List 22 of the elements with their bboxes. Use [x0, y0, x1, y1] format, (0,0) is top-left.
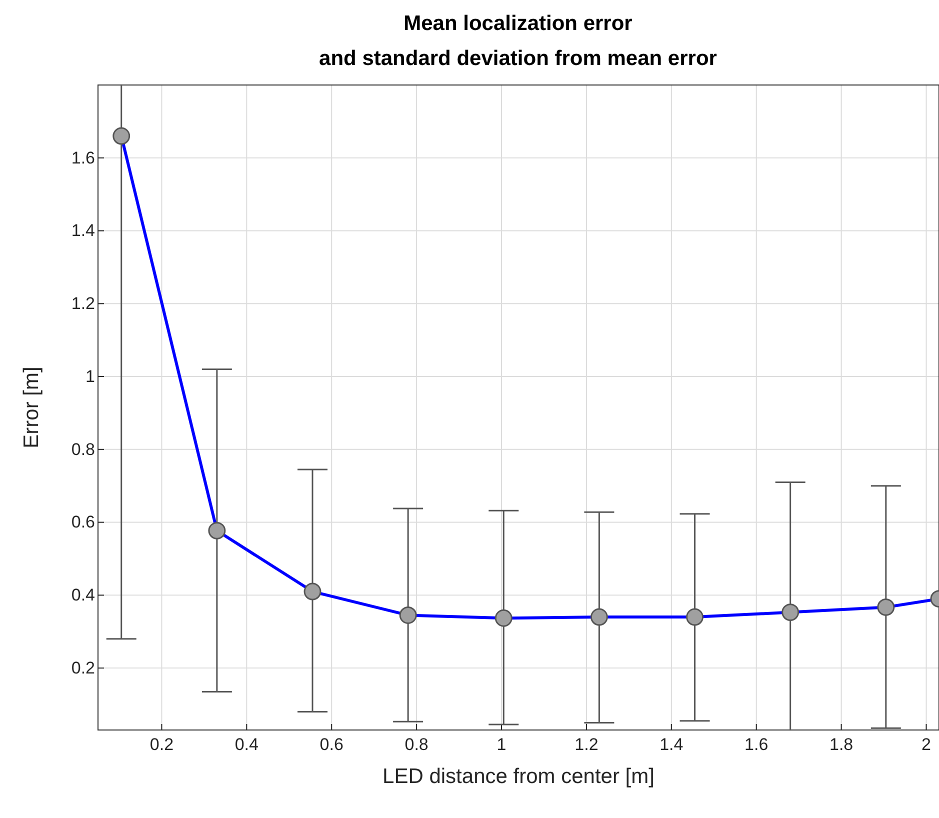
- x-tick-label: 0.8: [404, 735, 428, 754]
- x-axis-title: LED distance from center [m]: [382, 765, 654, 788]
- y-axis-title: Error [m]: [20, 366, 43, 448]
- x-tick-label: 1.2: [574, 735, 598, 754]
- y-tick-label: 1.6: [71, 148, 95, 168]
- x-tick-label: 1: [496, 735, 506, 754]
- x-tick-label: 0.4: [234, 735, 258, 754]
- y-tick-label: 0.2: [71, 658, 95, 678]
- x-tick-label: 0.2: [150, 735, 174, 754]
- chart-subtitle: and standard deviation from mean error: [319, 47, 717, 70]
- chart-title: Mean localization error: [404, 12, 632, 35]
- y-tick-label: 0.4: [71, 586, 95, 605]
- x-tick-label: 1.8: [829, 735, 854, 754]
- x-tick-label: 1.6: [744, 735, 768, 754]
- y-tick-label: 1: [86, 366, 95, 386]
- x-tick-label: 1.4: [660, 735, 684, 754]
- x-tick-label: 0.6: [320, 735, 344, 754]
- y-tick-label: 1.4: [71, 221, 95, 240]
- y-tick-label: 1.2: [71, 294, 95, 314]
- y-tick-label: 0.8: [71, 440, 95, 459]
- y-tick-label: 0.6: [71, 512, 95, 532]
- x-tick-label: 2: [922, 735, 931, 754]
